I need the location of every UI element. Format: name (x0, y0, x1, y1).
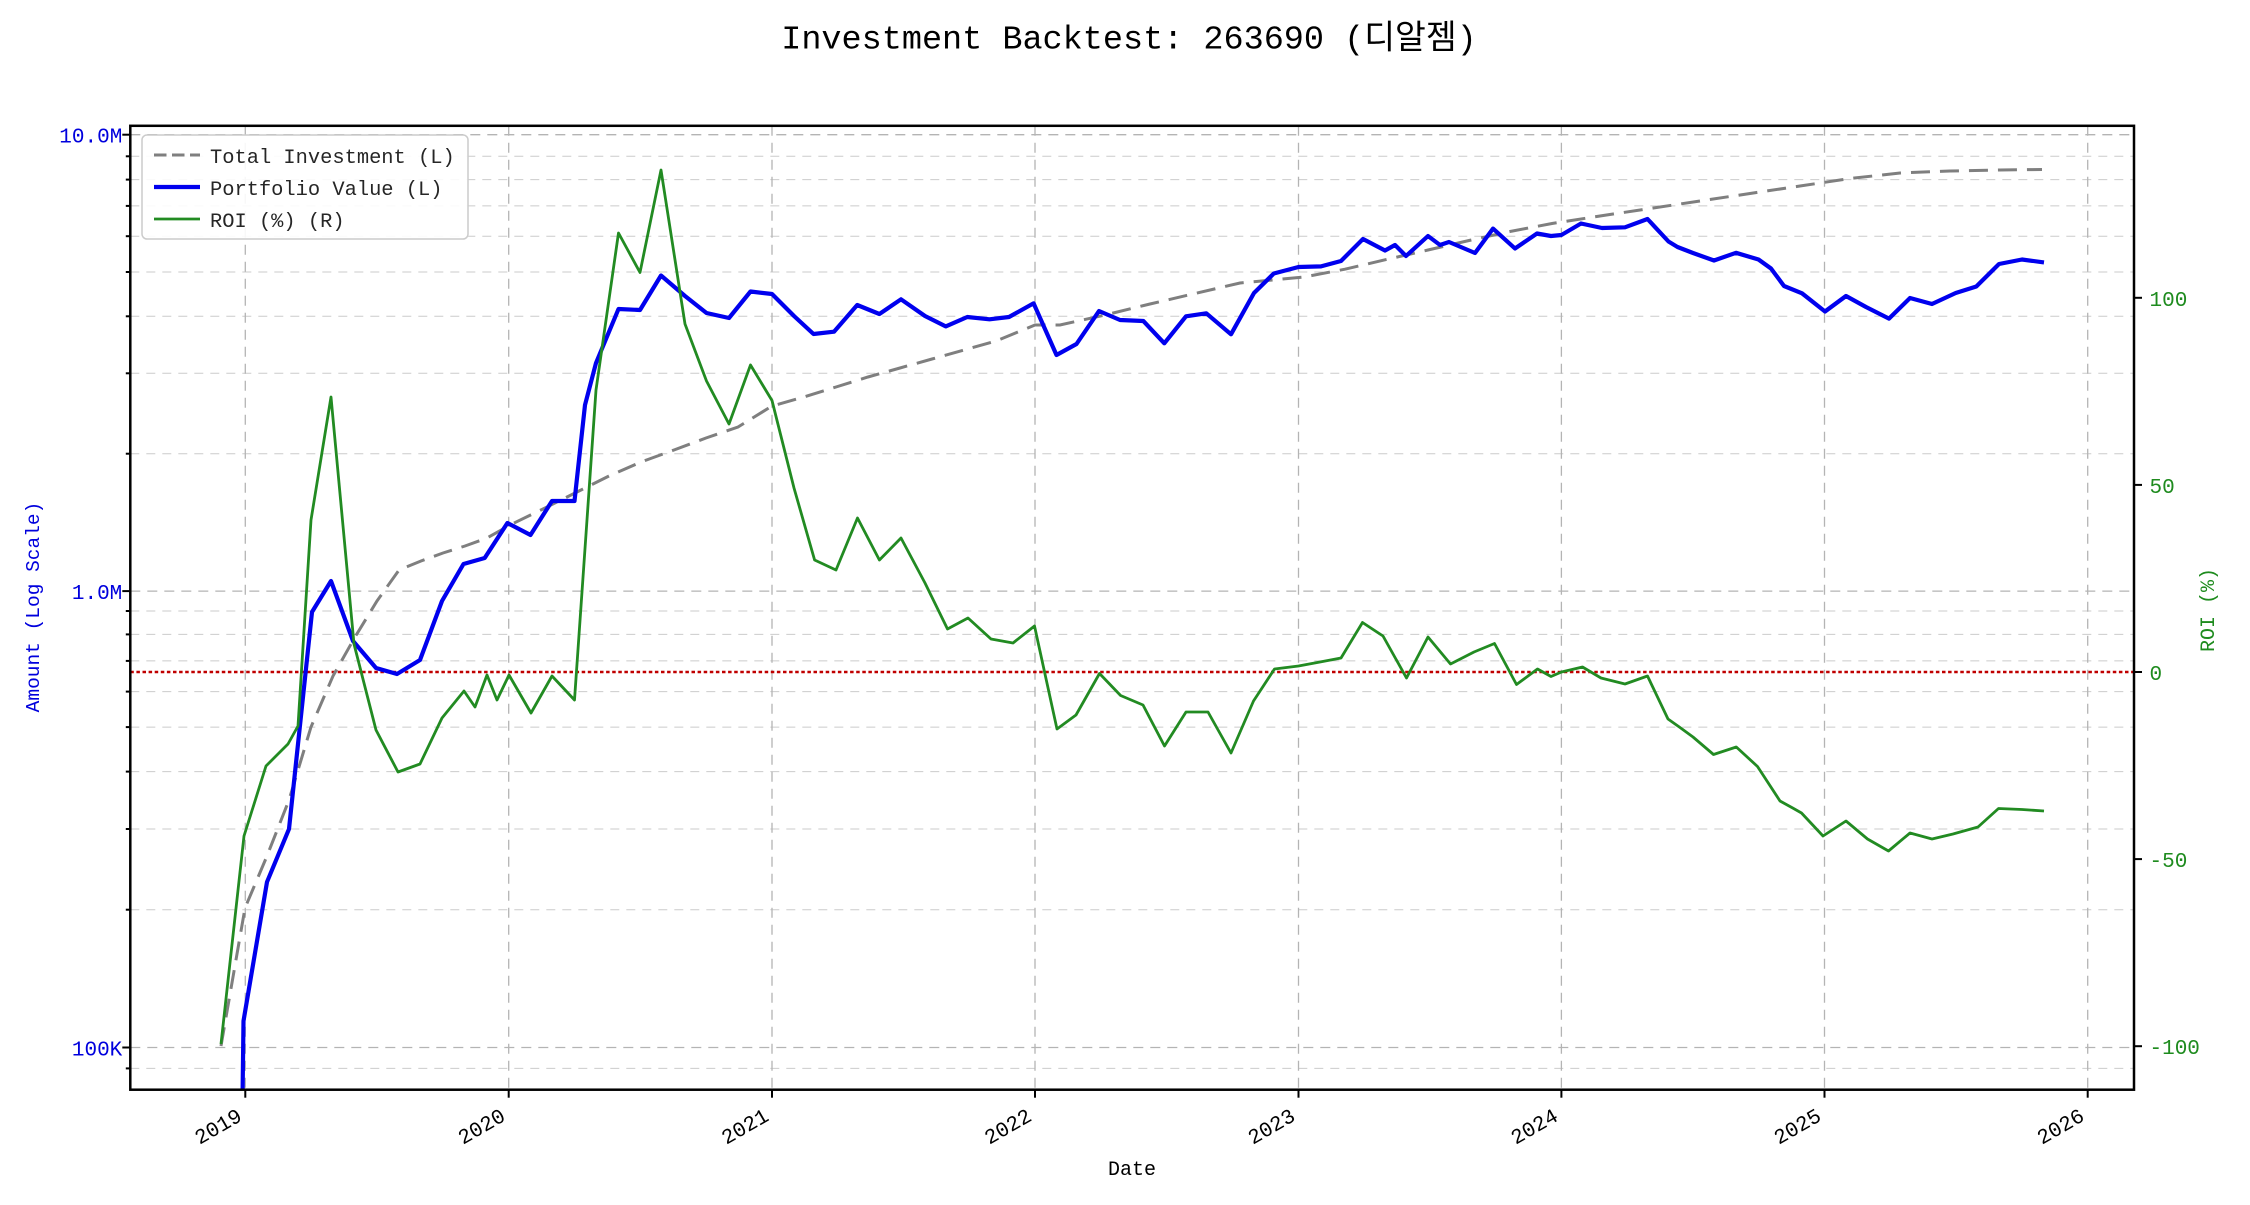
svg-text:Investment Backtest: 263690 (디: Investment Backtest: 263690 (디알젬) (781, 21, 1477, 60)
svg-text:1.0M: 1.0M (72, 583, 122, 606)
svg-text:10.0M: 10.0M (59, 127, 122, 150)
svg-text:0: 0 (2150, 664, 2163, 687)
svg-text:100: 100 (2150, 290, 2188, 313)
svg-text:-50: -50 (2150, 851, 2188, 874)
svg-text:ROI (%) (R): ROI (%) (R) (210, 211, 345, 234)
svg-text:Portfolio Value (L): Portfolio Value (L) (210, 179, 443, 202)
svg-text:50: 50 (2150, 477, 2175, 500)
svg-text:Total Investment (L): Total Investment (L) (210, 147, 455, 170)
svg-text:Amount (Log Scale): Amount (Log Scale) (23, 502, 45, 713)
svg-text:-100: -100 (2150, 1038, 2200, 1061)
svg-text:ROI (%): ROI (%) (2198, 568, 2221, 652)
svg-text:100K: 100K (72, 1040, 123, 1063)
svg-text:Date: Date (1108, 1159, 1156, 1182)
